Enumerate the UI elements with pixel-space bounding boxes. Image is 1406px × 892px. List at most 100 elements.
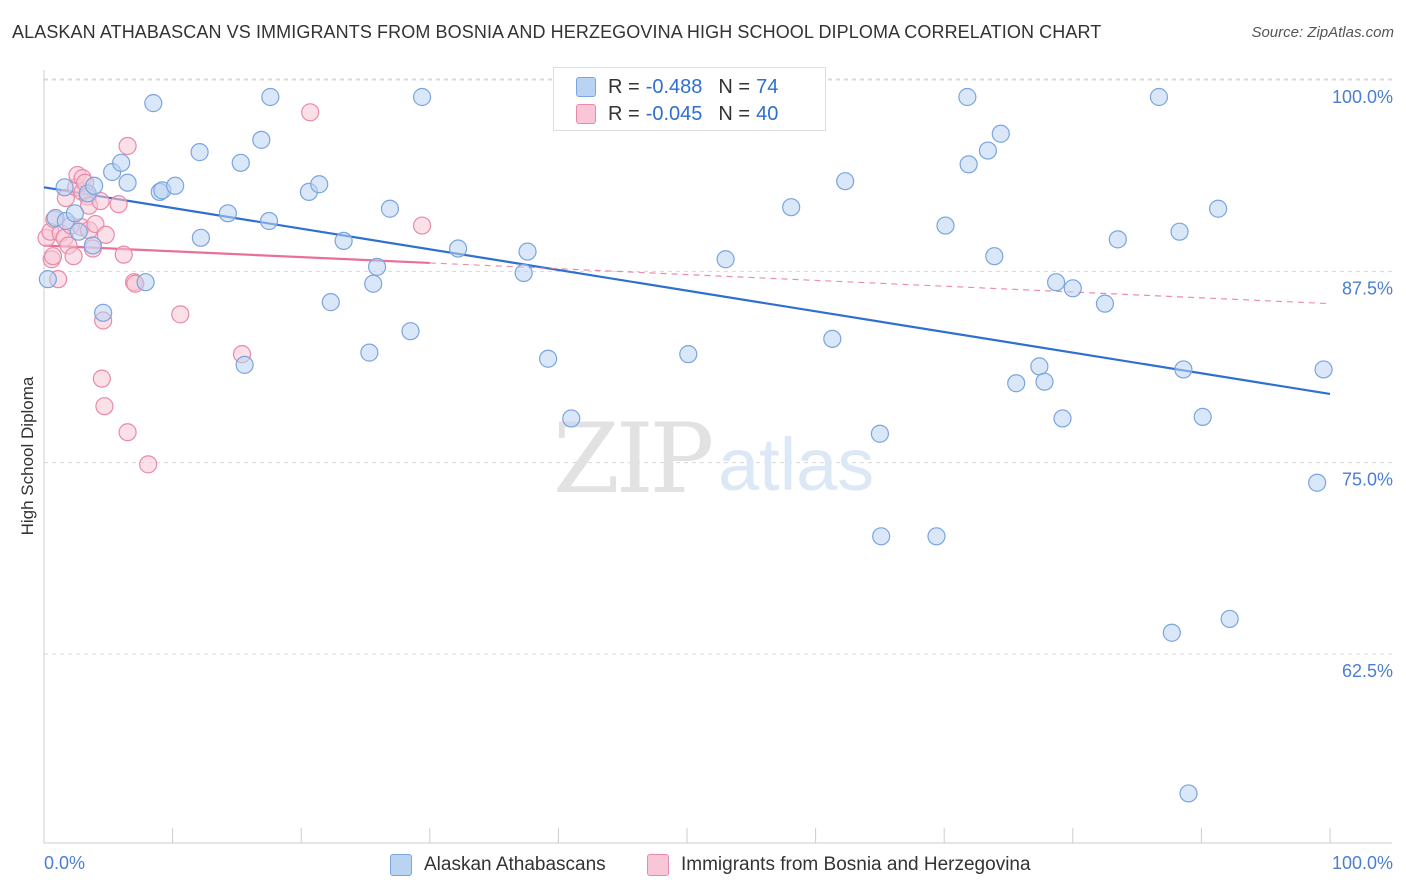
athabascan-point	[136, 273, 155, 292]
athabascan-point	[112, 153, 131, 172]
athabascan-point	[1162, 623, 1181, 642]
athabascan-point	[985, 247, 1004, 266]
athabascan-point	[927, 527, 946, 546]
athabascan-point	[118, 173, 137, 192]
athabascan-point	[1209, 199, 1228, 218]
y-tick-label: 75.0%	[1342, 470, 1393, 490]
athabascan-point	[782, 198, 801, 217]
athabascan-point	[367, 257, 387, 277]
athabascan-point	[261, 87, 280, 107]
bosnia-point	[64, 247, 83, 266]
y-tick-label: 62.5%	[1342, 661, 1393, 681]
athabascan-point	[218, 204, 237, 223]
bosnia-point	[109, 195, 128, 214]
legend-r-label: R =	[608, 75, 640, 98]
correlation-legend: R = -0.488 N = 74 R = -0.045 N = 40	[553, 67, 826, 131]
legend-n-value: 40	[756, 102, 779, 125]
axes	[43, 70, 1392, 844]
legend-r-value: -0.045	[645, 102, 703, 125]
athabascan-point	[1030, 357, 1049, 376]
athabascan-point	[1308, 473, 1327, 492]
legend-n-label: N =	[718, 102, 751, 125]
legend-row-athabascans: R = -0.488 N = 74	[576, 75, 778, 99]
athabascan-point	[310, 175, 329, 194]
y-tick-label: 87.5%	[1342, 278, 1393, 298]
athabascan-point	[1108, 230, 1127, 249]
athabascan-point	[1179, 784, 1198, 803]
athabascan-point	[190, 143, 209, 162]
athabascan-point	[959, 155, 978, 174]
bosnia-point	[118, 423, 137, 442]
chart-source: Source: ZipAtlas.com	[1251, 24, 1394, 41]
athabascan-point	[991, 124, 1010, 143]
athabascan-point	[401, 322, 420, 341]
athabascan-point	[514, 263, 533, 283]
athabascan-trend-line	[43, 186, 1331, 396]
athabascan-point	[364, 274, 383, 293]
bosnia-trend-line-dashed	[429, 262, 1331, 305]
bosnia-point	[43, 247, 63, 266]
athabascan-point	[1149, 87, 1169, 107]
blue-swatch-icon	[576, 77, 596, 97]
athabascan-point	[231, 153, 250, 172]
athabascan-point	[1193, 407, 1212, 427]
athabascan-point	[1174, 360, 1193, 379]
athabascan-point	[259, 211, 279, 231]
athabascan-point	[1053, 409, 1072, 428]
athabascan-point	[191, 228, 210, 247]
data-points	[37, 87, 1333, 803]
athabascan-point	[448, 239, 468, 258]
athabascan-point	[1095, 294, 1115, 313]
legend-r-value: -0.488	[645, 75, 703, 98]
athabascan-point	[166, 176, 185, 195]
watermark-zip: ZIP	[553, 403, 712, 515]
athabascan-point	[412, 87, 432, 107]
athabascan-point	[235, 355, 254, 374]
x-tick-labels: 0.0% 100.0%	[43, 828, 1393, 873]
bosnia-point	[92, 369, 111, 388]
athabascan-point	[679, 345, 698, 364]
blue-swatch-icon	[390, 854, 412, 876]
watermark: ZIP atlas	[553, 403, 874, 515]
athabascan-point	[252, 130, 271, 149]
athabascan-point	[360, 343, 379, 362]
athabascan-point	[870, 424, 890, 443]
athabascan-point	[334, 231, 353, 250]
athabascan-point	[539, 349, 558, 368]
athabascan-point	[55, 178, 74, 197]
athabascan-point	[1170, 222, 1189, 241]
athabascan-point	[1007, 374, 1026, 393]
athabascan-point	[94, 303, 113, 322]
y-tick-labels: 100.0% 87.5% 75.0% 62.5%	[1332, 87, 1393, 681]
pink-swatch-icon	[576, 104, 596, 124]
athabascan-point	[978, 141, 998, 160]
athabascan-point	[958, 87, 977, 107]
athabascan-point	[716, 250, 735, 269]
bosnia-point	[118, 136, 137, 156]
athabascan-point	[65, 204, 84, 223]
bosnia-point	[114, 245, 133, 264]
bosnia-point	[95, 397, 114, 416]
x-tick-label: 100.0%	[1332, 853, 1393, 873]
legend-n-label: N =	[718, 75, 751, 98]
athabascan-point	[69, 222, 88, 241]
legend-n-value: 74	[756, 75, 779, 98]
bosnia-point	[96, 225, 115, 244]
athabascan-point	[380, 199, 400, 218]
athabascan-point	[38, 270, 57, 289]
bottom-legend-bosnia: Immigrants from Bosnia and Herzegovina	[647, 852, 1031, 878]
legend-row-bosnia: R = -0.045 N = 40	[576, 102, 778, 126]
athabascan-point	[823, 329, 842, 348]
bosnia-trend-line-solid	[43, 244, 430, 265]
y-tick-label: 100.0%	[1332, 87, 1393, 107]
bosnia-point	[171, 305, 190, 324]
legend-series-name: Immigrants from Bosnia and Herzegovina	[681, 854, 1031, 875]
legend-r-label: R =	[608, 102, 640, 125]
athabascan-point	[321, 293, 340, 312]
bosnia-point	[139, 455, 158, 474]
athabascan-point	[85, 176, 104, 195]
bottom-legend-athabascans: Alaskan Athabascans	[390, 852, 606, 878]
athabascan-point	[1314, 360, 1333, 379]
watermark-atlas: atlas	[718, 423, 874, 506]
